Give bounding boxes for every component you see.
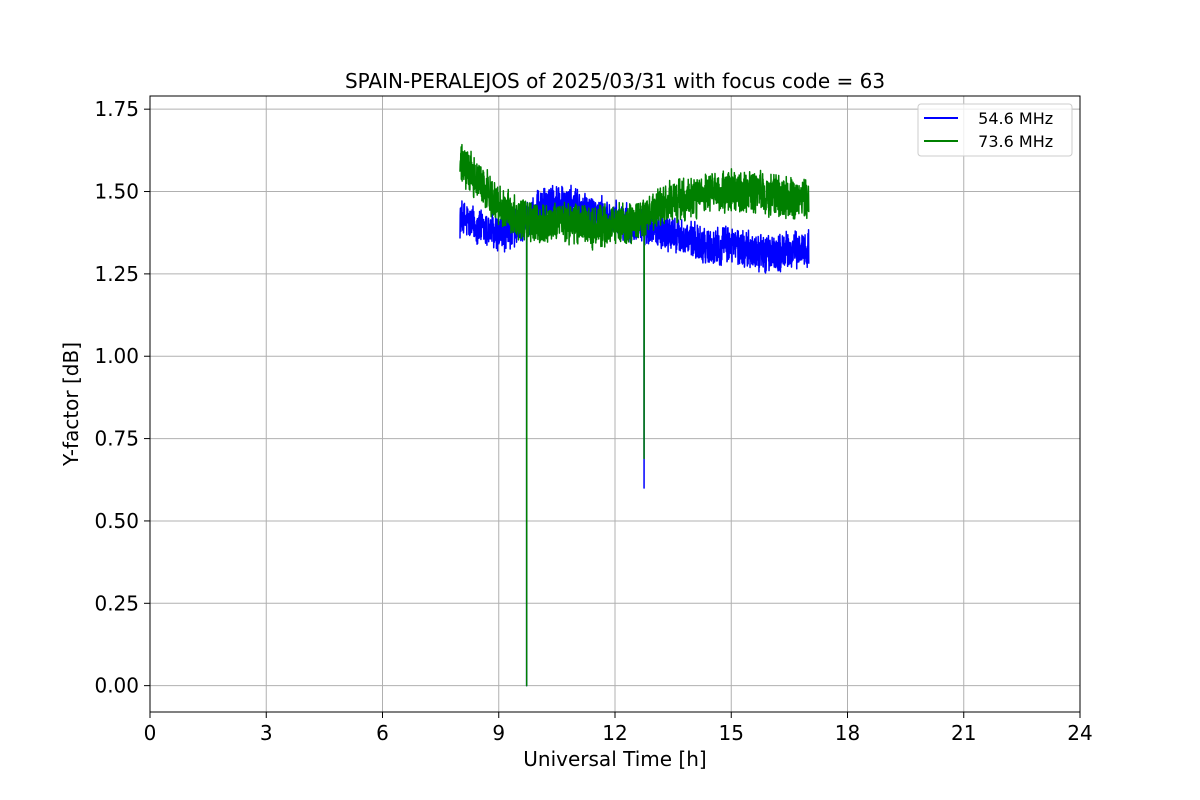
legend-label: 54.6 MHz — [968, 109, 1053, 128]
x-tick-label: 15 — [719, 721, 744, 745]
y-tick-label: 0.00 — [94, 674, 139, 698]
y-tick-label: 1.75 — [94, 97, 139, 121]
y-tick-label: 1.50 — [94, 180, 139, 204]
y-tick-label: 0.75 — [94, 427, 139, 451]
x-tick-label: 21 — [951, 721, 976, 745]
x-tick-label: 18 — [835, 721, 860, 745]
y-tick-label: 1.00 — [94, 344, 139, 368]
x-tick-label: 9 — [492, 721, 505, 745]
series-line-73-6-mhz — [459, 143, 810, 687]
x-tick-label: 24 — [1067, 721, 1092, 745]
x-tick-label: 6 — [376, 721, 389, 745]
y-tick-label: 0.50 — [94, 509, 139, 533]
legend-label: 73.6 MHz — [968, 132, 1053, 151]
x-tick-label: 12 — [602, 721, 627, 745]
series-layer — [459, 143, 810, 687]
chart-title: SPAIN-PERALEJOS of 2025/03/31 with focus… — [345, 69, 885, 93]
x-tick-label: 3 — [260, 721, 273, 745]
y-tick-label: 1.25 — [94, 262, 139, 286]
y-tick-label: 0.25 — [94, 591, 139, 615]
legend: 54.6 MHz 73.6 MHz — [917, 103, 1073, 157]
x-axis-label: Universal Time [h] — [523, 747, 706, 771]
y-axis-label: Y-factor [dB] — [59, 342, 83, 467]
x-tick-label: 0 — [144, 721, 157, 745]
ticks: 0 3 6 9 12 15 18 21 24 0.00 0.25 0.50 0.75 1.00 1.25 1.… — [94, 97, 1092, 745]
